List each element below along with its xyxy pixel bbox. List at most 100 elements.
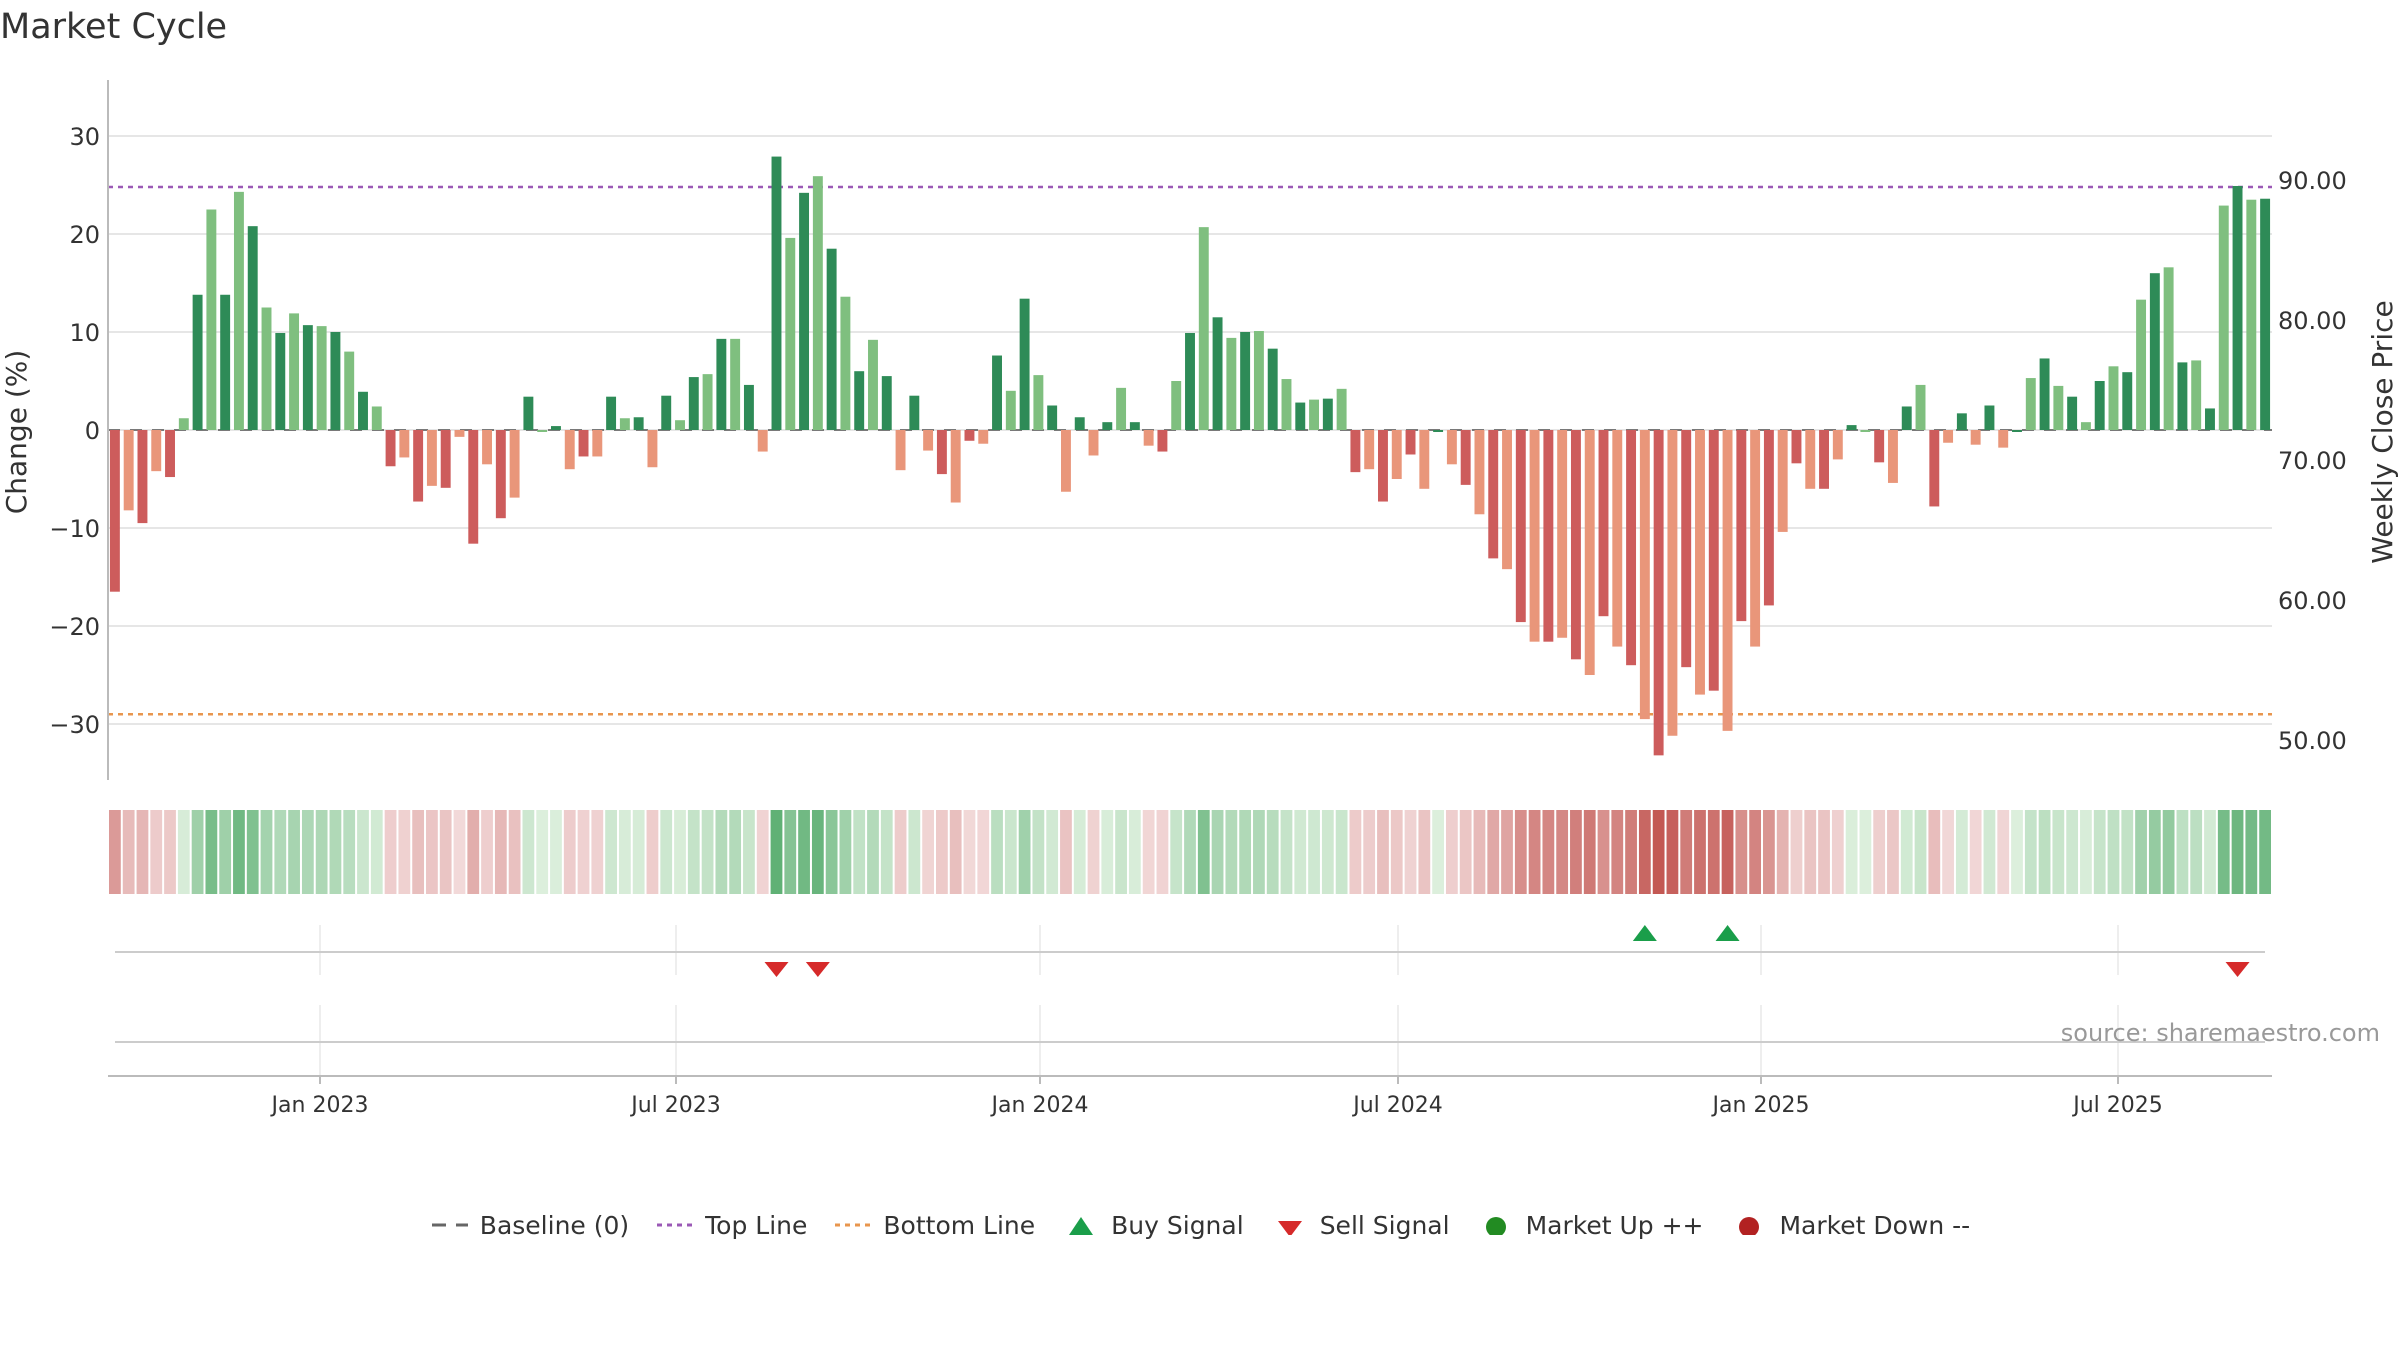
bar [1901,406,1912,430]
heat-cell [508,810,521,894]
bar [743,384,754,430]
heat-cell [784,810,797,894]
bar [1102,422,1113,430]
bar [1667,430,1678,736]
bar [992,355,1002,430]
heat-cell [1004,810,1017,894]
x-tick-label: Jan 2023 [270,1093,369,1118]
heat-cell [1073,810,1086,894]
heat-cell [908,810,921,894]
heat-cell [660,810,673,894]
heat-cell [1459,810,1472,894]
heat-cell [2204,810,2216,894]
heat-cell [453,810,466,894]
heat-cell [880,810,893,894]
bar [247,226,258,430]
sell-signal-marker [2225,962,2250,977]
bar [1157,430,1168,452]
heat-cell [1046,810,1059,894]
y-tick-label: −30 [49,711,100,739]
heat-cell [922,810,934,894]
heat-cell [1845,810,1858,894]
source-note: source: sharemaestro.com [2061,1019,2380,1047]
y2-tick-label: 50.00 [2278,727,2347,755]
legend-market-down-label: Market Down -- [1779,1210,1971,1240]
bar [716,338,727,430]
x-tick-label: Jan 2024 [990,1093,1089,1118]
bar [261,307,272,430]
heat-cell [1018,810,1031,894]
bar [165,430,175,478]
heat-cell [1321,810,1334,894]
bar [2094,381,2105,430]
heat-cell [591,810,604,894]
signal-panel [115,925,2265,977]
heat-cell [1418,810,1431,894]
market-status-panel [115,1005,2265,1075]
bar [840,296,851,430]
bar [1915,384,1926,430]
bar [1460,430,1471,485]
heat-cell [1445,810,1458,894]
y2-tick-label: 60.00 [2278,587,2347,615]
bar [2218,205,2229,430]
legend-bottom-line: Bottom Line [833,1211,1035,1240]
heat-cell [1032,810,1045,894]
bar [385,430,396,467]
legend-baseline: Baseline (0) [430,1211,629,1240]
heat-cell [1308,810,1320,894]
heat-cell [522,810,535,894]
heat-cell [674,810,686,894]
legend-top-line-label: Top Line [705,1210,808,1240]
bar [1984,405,1995,430]
bar [1033,375,1044,430]
dashed-line-icon [431,1223,468,1227]
heat-cell [1556,810,1569,894]
x-tick-label: Jul 2024 [1351,1093,1443,1118]
heat-cell [743,810,755,894]
bar [1515,430,1526,623]
heat-cell [274,810,287,894]
bar [2080,422,2091,430]
bar [1419,430,1430,489]
bar [1129,422,1140,430]
heat-cell [109,810,121,894]
bar [868,339,878,430]
bar [826,248,837,430]
heat-cell [426,810,438,894]
heat-cell [894,810,907,894]
heat-cell [2080,810,2092,894]
bar [702,374,713,430]
heat-cell [122,810,135,894]
heat-cell [2148,810,2161,894]
bar [1874,430,1885,463]
bar [413,430,424,502]
heat-cell [1142,810,1155,894]
bar [1653,430,1664,756]
heat-cell [1211,810,1224,894]
heat-cell [2245,810,2258,894]
bar [936,430,947,475]
bar [2108,366,2119,430]
bar [1639,430,1650,720]
circle-icon [1739,1217,1760,1235]
bar [1253,331,1264,430]
sell-signal-marker [764,962,789,977]
triangle-up-icon [1069,1217,1094,1235]
bar [1405,430,1416,455]
bar [1047,405,1058,430]
bar [2025,378,2036,430]
heat-cell [177,810,190,894]
heat-cell [632,810,645,894]
heat-cell [2093,810,2106,894]
heat-cell [1859,810,1872,894]
bar [2067,396,2078,430]
bar [399,430,410,458]
bars [109,156,2271,756]
axes: 30 20 10 0 −10 −20 −30 90.00 80.00 70.00 60.00 50.0… [49,80,2347,780]
bar [1584,430,1595,675]
heat-cell [1763,810,1775,894]
heat-cell [1749,810,1762,894]
bar [1750,430,1761,647]
heat-cell [1528,810,1541,894]
